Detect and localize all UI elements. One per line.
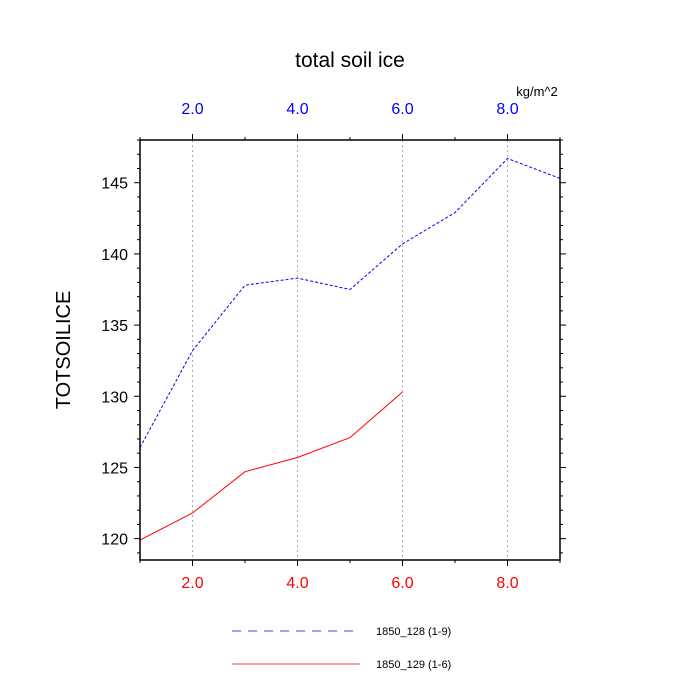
- axis-ticks: 2.0 4.0 6.0 8.0 2.0 4.0 6.0 8.0 120 125 130 135 140 1…: [101, 101, 566, 592]
- x-tick-label-bottom: 8.0: [496, 575, 518, 592]
- plot-frame: [139, 139, 561, 561]
- y-axis-label: TOTSOILICE: [53, 291, 75, 410]
- y-tick-label: 120: [101, 532, 128, 549]
- legend: 1850_128 (1-9) 1850_129 (1-6): [232, 626, 451, 671]
- legend-label-2: 1850_129 (1-6): [376, 659, 451, 671]
- y-tick-label: 130: [101, 389, 128, 406]
- series-group: [139, 157, 561, 541]
- series-line-1: [139, 157, 561, 448]
- chart-title: total soil ice: [295, 49, 405, 72]
- legend-label-1: 1850_128 (1-9): [376, 626, 451, 638]
- y-tick-label: 135: [101, 318, 128, 335]
- series-line-2: [139, 391, 403, 541]
- top-axis-units: kg/m^2: [516, 84, 558, 99]
- x-tick-label-top: 4.0: [286, 101, 308, 118]
- x-tick-label-top: 6.0: [391, 101, 413, 118]
- y-tick-label: 140: [101, 247, 128, 264]
- x-tick-label-bottom: 2.0: [181, 575, 203, 592]
- grid-lines: [192, 140, 508, 560]
- x-tick-label-bottom: 4.0: [286, 575, 308, 592]
- x-tick-label-top: 2.0: [181, 101, 203, 118]
- x-tick-label-top: 8.0: [496, 101, 518, 118]
- y-tick-label: 145: [101, 176, 128, 193]
- x-tick-label-bottom: 6.0: [391, 575, 413, 592]
- y-tick-label: 125: [101, 460, 128, 477]
